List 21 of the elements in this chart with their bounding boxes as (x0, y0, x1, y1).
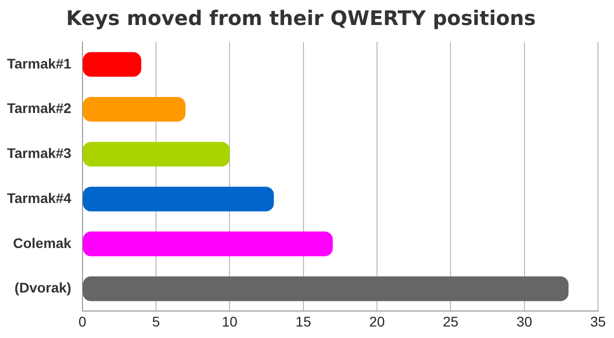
y-tick-label: Colemak (12, 234, 72, 251)
bar (82, 52, 142, 77)
x-tick-label: 30 (516, 313, 532, 330)
x-tick-label: 15 (296, 313, 312, 330)
y-tick-label: Tarmak#3 (6, 145, 72, 162)
x-tick-label: 0 (78, 313, 86, 330)
x-tick-label: 5 (152, 313, 160, 330)
bar (82, 186, 274, 212)
bar (82, 276, 569, 302)
y-tick-label: Tarmak#4 (6, 190, 72, 206)
y-tick-label: Tarmak#1 (6, 55, 72, 72)
x-tick-label: 25 (442, 313, 459, 330)
y-tick-label: (Dvorak) (14, 280, 72, 296)
x-tick-label: 35 (590, 313, 606, 330)
x-tick-label: 10 (222, 313, 238, 330)
bar (82, 142, 230, 167)
y-tick-label: Tarmak#2 (6, 100, 72, 116)
x-tick-label: 20 (369, 313, 385, 330)
chart-title: Keys moved from their QWERTY positions (66, 6, 536, 30)
bar (82, 232, 333, 256)
bar (82, 96, 186, 122)
